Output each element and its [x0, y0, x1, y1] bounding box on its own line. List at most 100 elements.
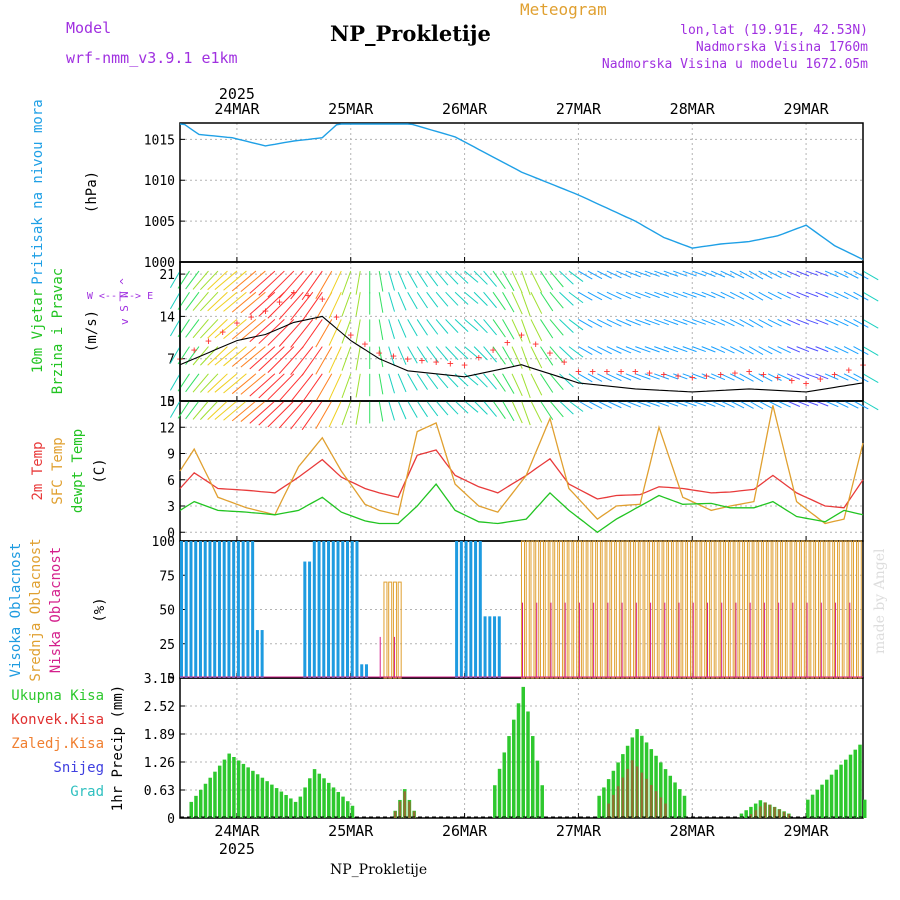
precip-bar-total — [312, 769, 317, 818]
precip-bar-total — [739, 813, 744, 818]
cloud-bar-mid — [682, 540, 687, 679]
cloud-bar-mid — [838, 540, 843, 679]
precip-bar-total — [668, 775, 673, 818]
wind-arrow — [805, 270, 819, 276]
wind-arrow — [407, 319, 418, 337]
wind-arrow — [853, 373, 869, 383]
wind-arrow — [231, 400, 257, 422]
wind-arrow — [568, 373, 584, 385]
wind-arrow — [815, 270, 829, 277]
cloud-bar-high — [483, 616, 487, 678]
wind-arrow — [597, 270, 612, 279]
wind-arrow — [328, 292, 342, 319]
wind-arrow — [240, 319, 266, 341]
wind-arrow — [729, 346, 745, 354]
wind-arrow — [663, 400, 679, 407]
wind-arrow — [549, 373, 564, 391]
wind-arrow — [258, 400, 285, 426]
precip-bar-total — [293, 801, 298, 818]
wind-arrow — [739, 400, 754, 409]
wind-arrow — [663, 373, 679, 380]
precip-bar-total — [839, 764, 843, 818]
wind-arrow — [853, 291, 869, 301]
wind-arrow — [786, 373, 801, 380]
cloud-bar-high — [478, 541, 482, 678]
wind-ylabel: (m/s) — [84, 310, 100, 352]
top-year-label: 2025 — [219, 85, 255, 103]
wind-arrow — [805, 373, 819, 379]
wind-arrow — [625, 318, 641, 326]
wind-arrow — [549, 400, 564, 418]
wind-arrow — [777, 270, 791, 278]
wind-arrow — [568, 291, 584, 304]
cloud-bar-mid — [582, 540, 587, 679]
wind-arrow — [426, 270, 439, 287]
model-altitude-text: Nadmorska Visina u modelu 1672.05m — [601, 57, 868, 72]
wind-arrow — [692, 318, 706, 325]
wind-arrow — [720, 373, 735, 381]
cloud-bar-high — [474, 541, 478, 678]
wind-arrow — [397, 346, 407, 365]
wind-arrow — [540, 291, 554, 312]
wind-arrow — [635, 318, 651, 326]
cloud-bar-mid — [672, 540, 677, 679]
wind-arrow — [169, 373, 181, 391]
cloud-bar-high — [464, 541, 468, 678]
wind-arrow — [328, 373, 342, 401]
wind-arrow — [355, 373, 361, 398]
cloud-bar-high — [322, 541, 326, 678]
wind-arrow — [355, 400, 361, 425]
wind-arrow — [767, 291, 782, 300]
precip-bar-total — [493, 785, 497, 818]
precip-bar-total — [203, 783, 208, 818]
wind-arrow — [258, 373, 285, 399]
wind-arrow — [729, 373, 745, 382]
wind-arrow — [625, 400, 641, 408]
wind-arrow — [711, 373, 726, 381]
wind-arrow — [207, 373, 228, 393]
wind-arrow — [502, 319, 515, 340]
wind-arrow — [701, 270, 716, 277]
page-title: NP_Prokletije — [330, 21, 491, 46]
wind-arrow — [502, 400, 515, 422]
wind-arrow — [843, 400, 859, 409]
wind-arrow — [559, 400, 574, 415]
wind-arrow — [454, 346, 469, 360]
precip-bar-total — [279, 791, 284, 818]
wind-arrow — [701, 318, 716, 326]
pressure-ytick-label: 1005 — [144, 215, 175, 230]
cloud-bar-mid — [558, 540, 563, 679]
wind-arrow — [606, 346, 622, 354]
temperature-ytick-label: 12 — [159, 421, 175, 436]
cloud-bar-mid — [800, 540, 805, 679]
precip-bar-convective — [749, 814, 753, 818]
wind-gust-marker: + — [760, 368, 767, 381]
precip-bar-total — [535, 760, 540, 818]
precip-bar-total — [346, 801, 350, 818]
wind-ytick-label: 7 — [167, 353, 175, 368]
wind-arrow — [454, 291, 469, 305]
wind-gust-marker: + — [604, 365, 611, 378]
precip-bar-total — [222, 759, 227, 818]
wind-arrow — [635, 400, 651, 407]
precip-bar-total — [602, 787, 606, 818]
wind-arrow — [502, 270, 515, 292]
wind-arrow — [606, 373, 622, 382]
precip-bar-convective — [631, 760, 634, 818]
wind-arrow — [258, 346, 285, 372]
wind-arrow — [682, 318, 697, 325]
wind-arrow — [315, 319, 333, 348]
wind-arrow — [521, 319, 531, 344]
wind-arrow — [711, 318, 726, 326]
temperature-ytick-label: 0 — [167, 526, 175, 541]
wind-arrow — [473, 400, 488, 415]
wind-arrow — [378, 346, 384, 368]
precip-bar-total — [322, 778, 326, 818]
wind-arrow — [278, 373, 304, 402]
wind-arrow — [315, 373, 333, 402]
precip-bar-convective — [408, 801, 411, 818]
wind-ytick-label: 14 — [159, 310, 175, 325]
wind-arrow — [673, 400, 688, 407]
wind-arrow — [692, 270, 706, 277]
